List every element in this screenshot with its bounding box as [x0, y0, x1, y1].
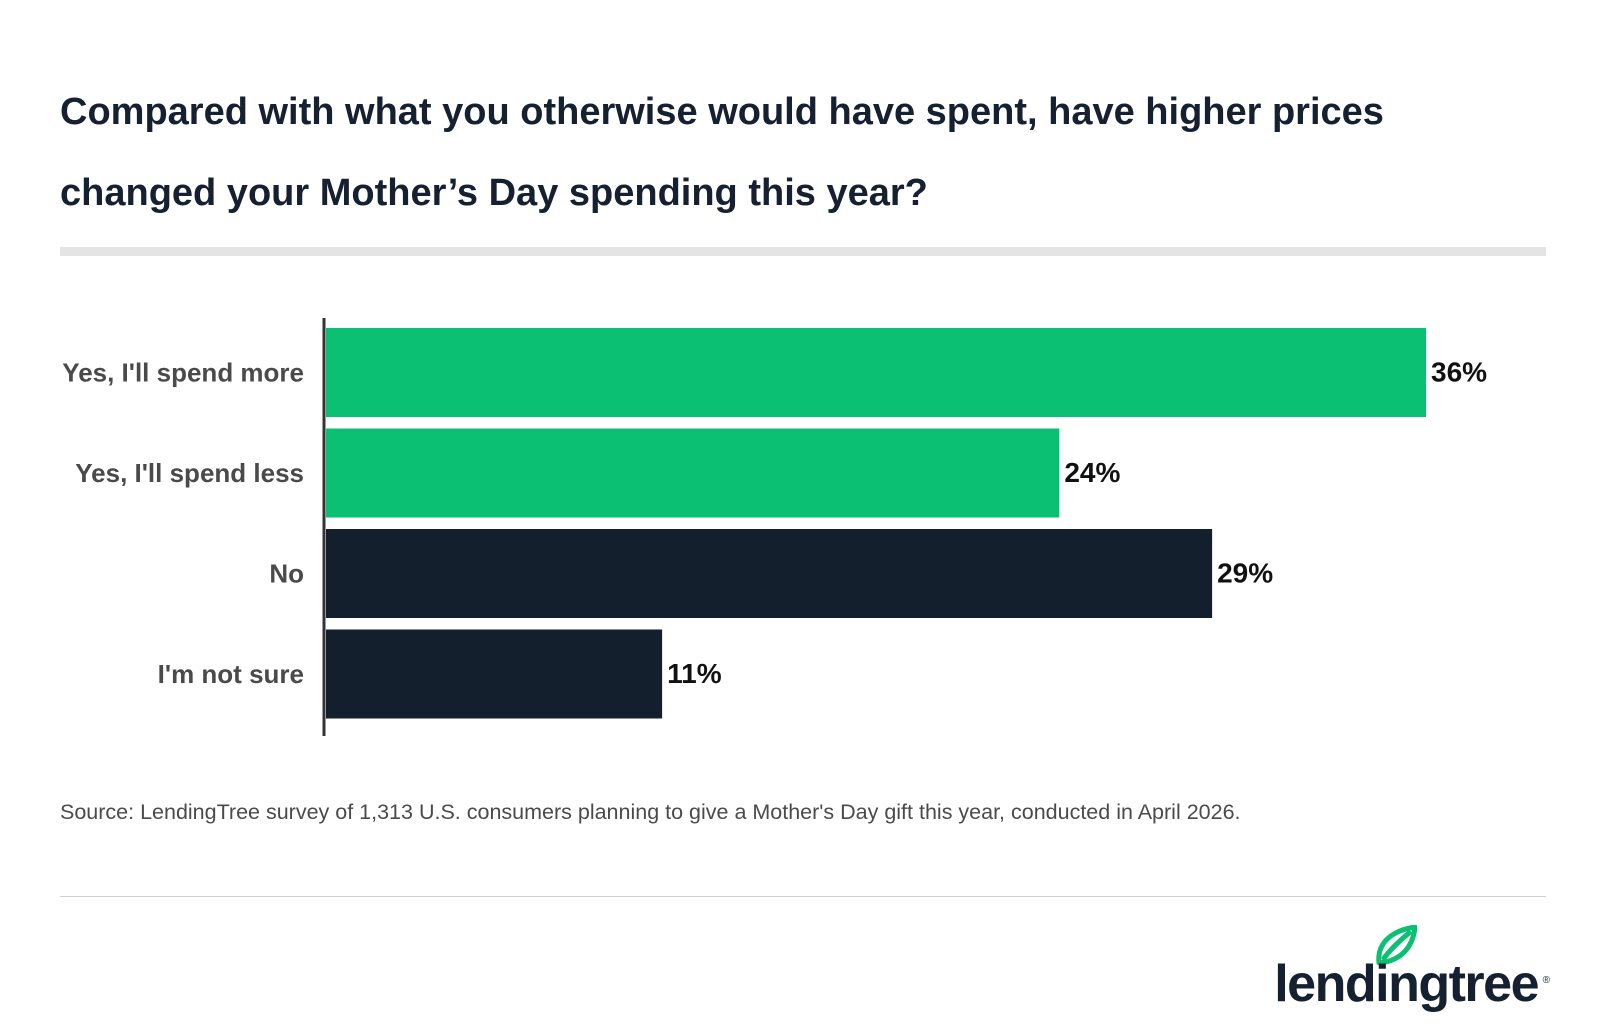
logo-registered-mark: ®: [1542, 975, 1550, 986]
bar: [326, 529, 1213, 618]
category-label: Yes, I'll spend less: [75, 458, 304, 488]
logo-wordmark: lendingtree: [1274, 955, 1539, 1013]
value-label: 29%: [1217, 558, 1273, 589]
bar: [326, 629, 663, 719]
value-label: 11%: [667, 658, 722, 689]
value-label: 36%: [1431, 357, 1487, 388]
bar: [326, 328, 1426, 417]
source-note: Source: LendingTree survey of 1,313 U.S.…: [60, 800, 1241, 824]
chart-title: Compared with what you otherwise would h…: [60, 91, 1384, 214]
leaf-icon: [1376, 925, 1417, 965]
category-label: I'm not sure: [158, 659, 304, 689]
bar-chart: Yes, I'll spend more 36% Yes, I'll spend l…: [0, 300, 1600, 745]
bar-chart-svg: Yes, I'll spend more 36% Yes, I'll spend l…: [62, 318, 1487, 736]
value-label: 24%: [1064, 457, 1120, 488]
category-label: Yes, I'll spend more: [62, 358, 304, 388]
lendingtree-logo: lendingtree ®: [1270, 925, 1550, 1010]
bar: [326, 428, 1060, 518]
title-divider: [60, 247, 1546, 256]
category-label: No: [269, 559, 304, 589]
footer-divider: [60, 896, 1546, 897]
